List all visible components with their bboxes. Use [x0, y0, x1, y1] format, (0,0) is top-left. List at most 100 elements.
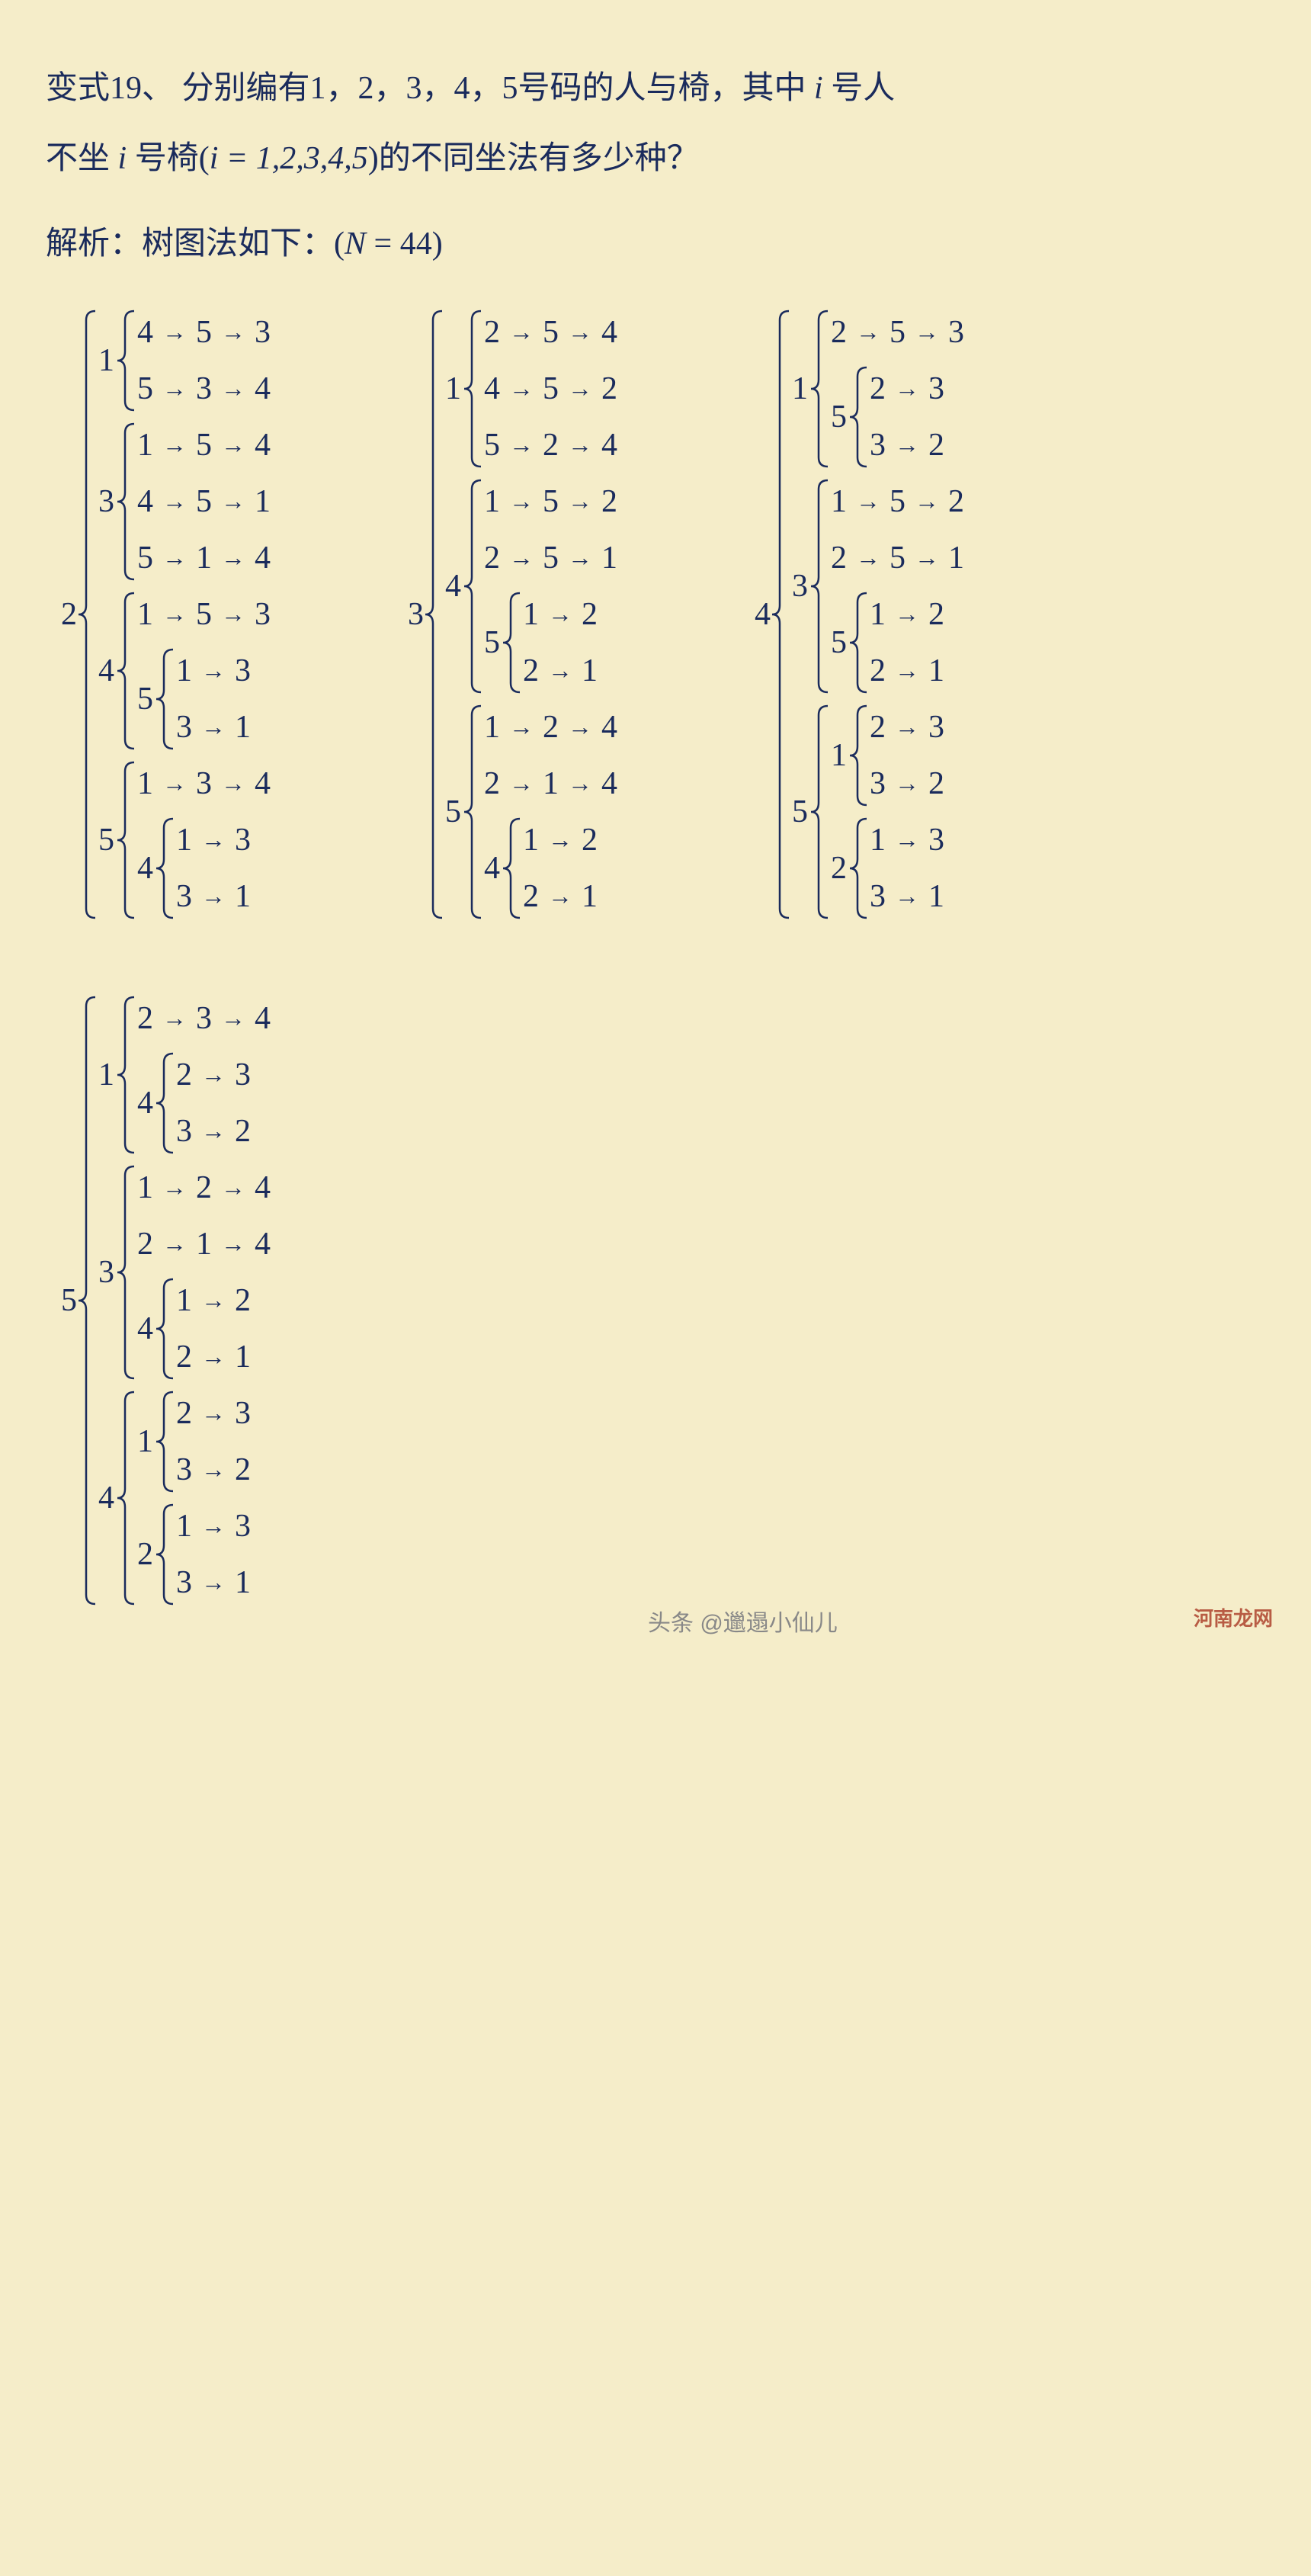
- seq-num: 3: [176, 709, 192, 746]
- brace-group: 2→33→2: [850, 366, 944, 468]
- brace-group: 1→33→1: [156, 817, 251, 919]
- seq-num: 2: [176, 1057, 192, 1093]
- seq-num: 4: [601, 765, 617, 802]
- arrow-icon: →: [548, 656, 572, 685]
- brace-group: 1→33→1: [850, 817, 944, 919]
- arrow-icon: →: [895, 826, 919, 854]
- seq-num: 2: [523, 653, 539, 689]
- seq-num: 1: [523, 596, 539, 633]
- seq-num: 1: [928, 653, 944, 689]
- seq-num: 3: [928, 371, 944, 407]
- arrow-icon: →: [568, 769, 592, 797]
- seq-num: 2: [543, 709, 559, 746]
- brace-icon: [117, 1165, 137, 1380]
- brace-group: 2→33→2: [156, 1391, 251, 1493]
- sequence: 3→1: [870, 878, 944, 915]
- seq-num: 1: [928, 878, 944, 915]
- arrow-icon: →: [221, 600, 245, 628]
- seq-num: 1: [948, 540, 964, 576]
- brace-group: 12→5→44→5→25→2→441→5→22→5→151→22→151→2→4…: [425, 310, 617, 919]
- arrow-icon: →: [162, 1173, 187, 1201]
- seq-num: 2: [235, 1113, 251, 1150]
- branch-row: 41→5→351→33→1: [98, 592, 271, 750]
- branch-row: 31→5→44→5→15→1→4: [98, 422, 271, 581]
- seq-num: 2: [928, 765, 944, 802]
- branch-row: 41→22→1: [484, 817, 617, 919]
- problem-line2-pre: 不坐: [46, 141, 110, 176]
- solution-line: 解析：树图法如下：(N = 44): [46, 217, 1265, 264]
- branch-row: 41→5→22→5→151→22→1: [445, 479, 617, 694]
- leaf-row: 2→1: [523, 874, 598, 919]
- leaf-row: 2→1→4: [137, 1221, 271, 1267]
- brace-icon: [811, 479, 831, 694]
- brace-icon: [850, 592, 870, 694]
- branch-label: 3: [98, 1254, 114, 1291]
- seq-num: 1: [543, 765, 559, 802]
- seq-num: 5: [484, 427, 500, 464]
- seq-num: 4: [255, 540, 271, 576]
- brace-group: 2→5→352→33→2: [811, 310, 964, 468]
- branch-label: 1: [792, 371, 808, 407]
- sequence: 2→1→4: [484, 765, 617, 802]
- branch-row: 12→5→44→5→25→2→4: [445, 310, 617, 468]
- brace-group: 1→22→1: [156, 1278, 251, 1380]
- leaf-row: 1→2: [523, 592, 598, 637]
- branch-row: 41→33→1: [137, 817, 271, 919]
- sequence: 1→2: [870, 596, 944, 633]
- brace-icon: [117, 592, 137, 750]
- branch-row: 412→33→221→33→1: [98, 1391, 271, 1606]
- seq-num: 4: [255, 765, 271, 802]
- arrow-icon: →: [201, 882, 226, 910]
- seq-num: 1: [870, 596, 886, 633]
- sequence: 2→5→3: [831, 314, 964, 351]
- arrow-icon: →: [201, 713, 226, 741]
- seq-num: 1: [601, 540, 617, 576]
- leaf-row: 2→5→1: [831, 535, 964, 581]
- brace-icon: [156, 1391, 176, 1493]
- leaf-row: 3→2: [870, 761, 944, 807]
- sequence: 1→5→2: [484, 483, 617, 520]
- brace-icon: [503, 817, 523, 919]
- seq-num: 1: [137, 1169, 153, 1206]
- arrow-icon: →: [221, 487, 245, 515]
- brace-group: 1→22→1: [850, 592, 944, 694]
- sequence: 1→2: [176, 1282, 251, 1319]
- tree-root: 4: [755, 596, 771, 633]
- brace-group: 1→5→351→33→1: [117, 592, 271, 750]
- seq-num: 2: [196, 1169, 212, 1206]
- brace-icon: [850, 704, 870, 807]
- seq-num: 1: [831, 483, 847, 520]
- arrow-icon: →: [568, 544, 592, 572]
- arrow-icon: →: [221, 1173, 245, 1201]
- branch-row: 42→33→2: [137, 1052, 271, 1154]
- seq-num: 5: [137, 540, 153, 576]
- brace-icon: [156, 1278, 176, 1380]
- sequence: 1→5→3: [137, 596, 271, 633]
- sequence: 1→3: [176, 653, 251, 689]
- seq-num: 3: [928, 709, 944, 746]
- brace-group: 2→33→2: [850, 704, 944, 807]
- brace-icon: [117, 422, 137, 581]
- branch-label: 5: [484, 624, 500, 661]
- arrow-icon: →: [568, 713, 592, 741]
- seq-num: 5: [889, 483, 906, 520]
- brace-group: 14→5→35→3→431→5→44→5→15→1→441→5→351→33→1…: [79, 310, 271, 919]
- seq-num: 3: [235, 653, 251, 689]
- leaf-row: 1→2: [176, 1278, 251, 1323]
- seq-num: 2: [235, 1282, 251, 1319]
- arrow-icon: →: [568, 431, 592, 459]
- seq-num: 1: [176, 1282, 192, 1319]
- tree-block: 512→3→442→33→231→2→42→1→441→22→1412→33→2…: [61, 996, 271, 1606]
- seq-num: 3: [870, 765, 886, 802]
- sequence: 4→5→1: [137, 483, 271, 520]
- leaf-row: 2→3→4: [137, 996, 271, 1041]
- arrow-icon: →: [856, 544, 880, 572]
- leaf-row: 1→2: [870, 592, 944, 637]
- seq-num: 3: [235, 1057, 251, 1093]
- seq-num: 3: [235, 1395, 251, 1432]
- arrow-icon: →: [548, 600, 572, 628]
- sequence: 1→2: [523, 822, 598, 858]
- seq-num: 3: [235, 822, 251, 858]
- seq-num: 4: [255, 1226, 271, 1262]
- arrow-icon: →: [509, 374, 534, 403]
